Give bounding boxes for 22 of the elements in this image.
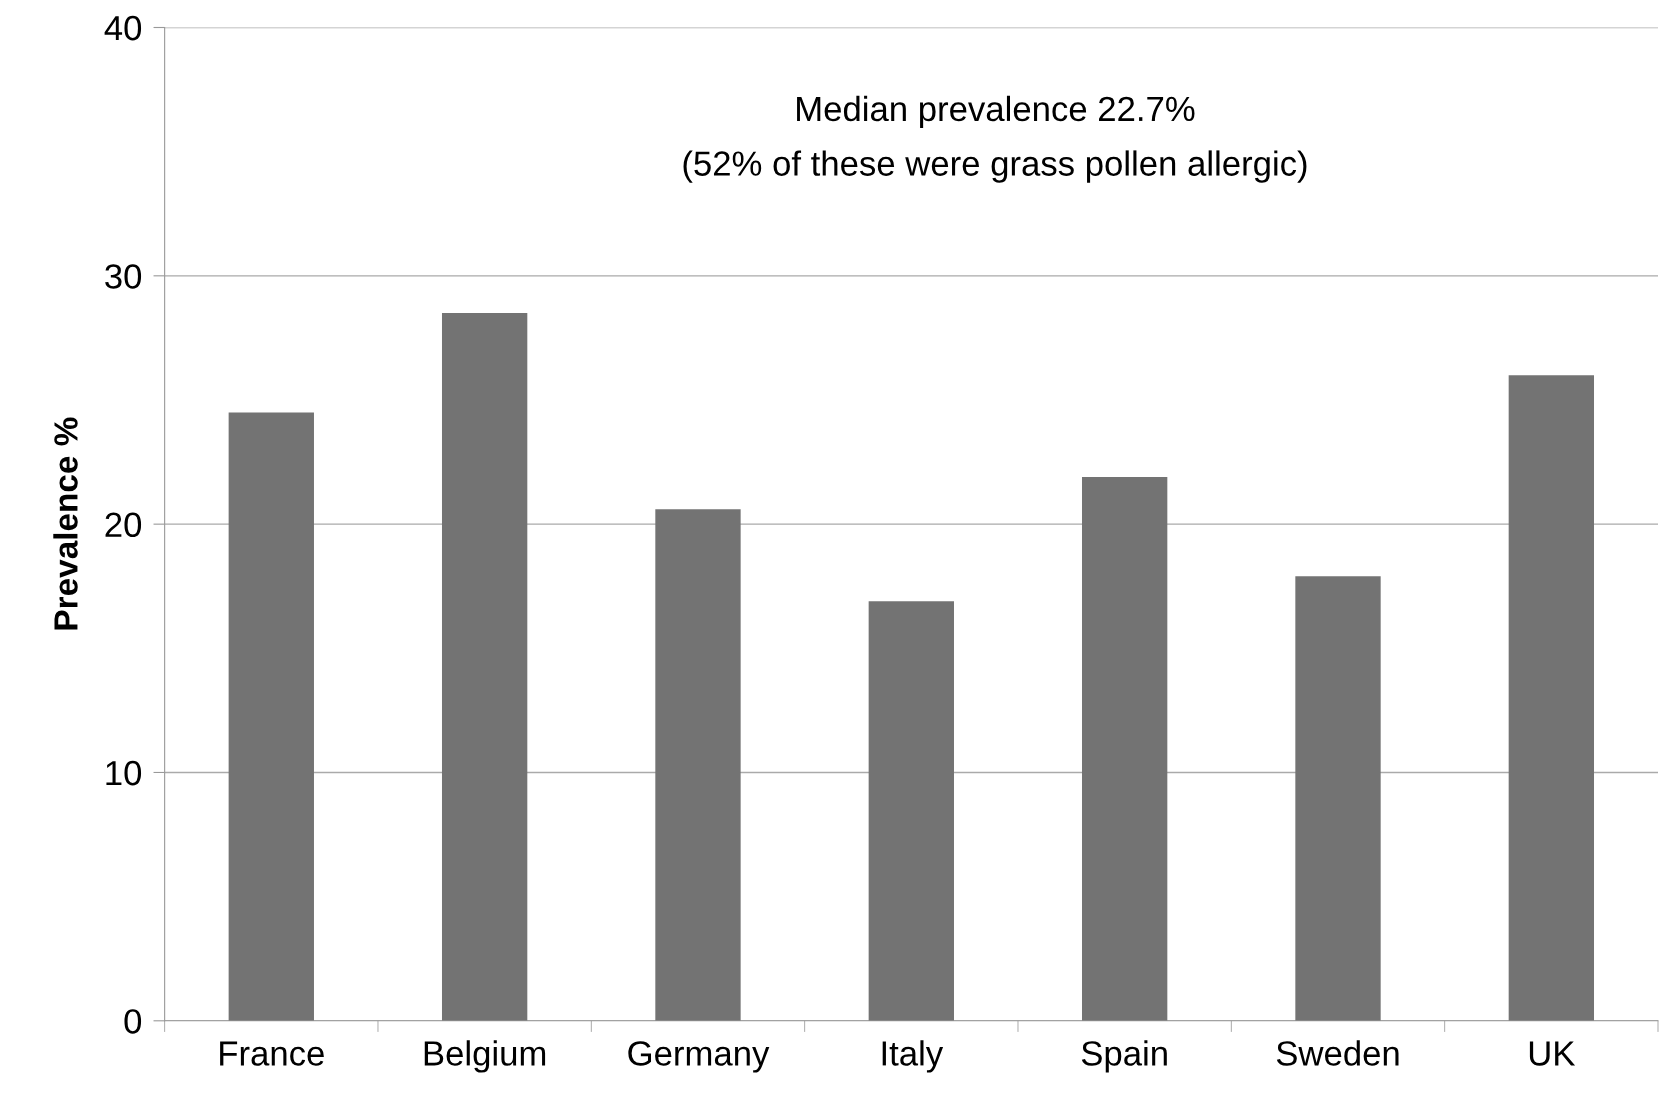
y-tick-label: 0 [124, 1009, 142, 1034]
bar [228, 412, 314, 1021]
x-tick-label: Belgium [424, 1040, 546, 1073]
x-tick-label: Sweden [1276, 1040, 1399, 1066]
bar [1082, 476, 1168, 1021]
x-tick-label: France [220, 1041, 324, 1066]
x-tick-label: UK [1529, 1041, 1576, 1066]
y-axis-title: Prevalence % [53, 417, 78, 630]
y-tick-label: 10 [106, 760, 142, 786]
annotation: Median prevalence 22.7% [797, 95, 1195, 129]
annotation: (52% of these were grass pollen allergic) [683, 150, 1307, 183]
y-tick-label: 30 [105, 264, 142, 289]
bar [441, 313, 528, 1021]
bar [655, 509, 741, 1021]
y-tick-label: 40 [104, 15, 142, 41]
bar [868, 601, 954, 1021]
bar [1295, 576, 1381, 1021]
x-tick-label: Spain [1081, 1040, 1167, 1073]
bar [1508, 375, 1595, 1021]
x-tick-label: Germany [628, 1041, 770, 1073]
y-tick-label: 20 [105, 512, 142, 538]
x-tick-label: Italy [882, 1040, 944, 1073]
